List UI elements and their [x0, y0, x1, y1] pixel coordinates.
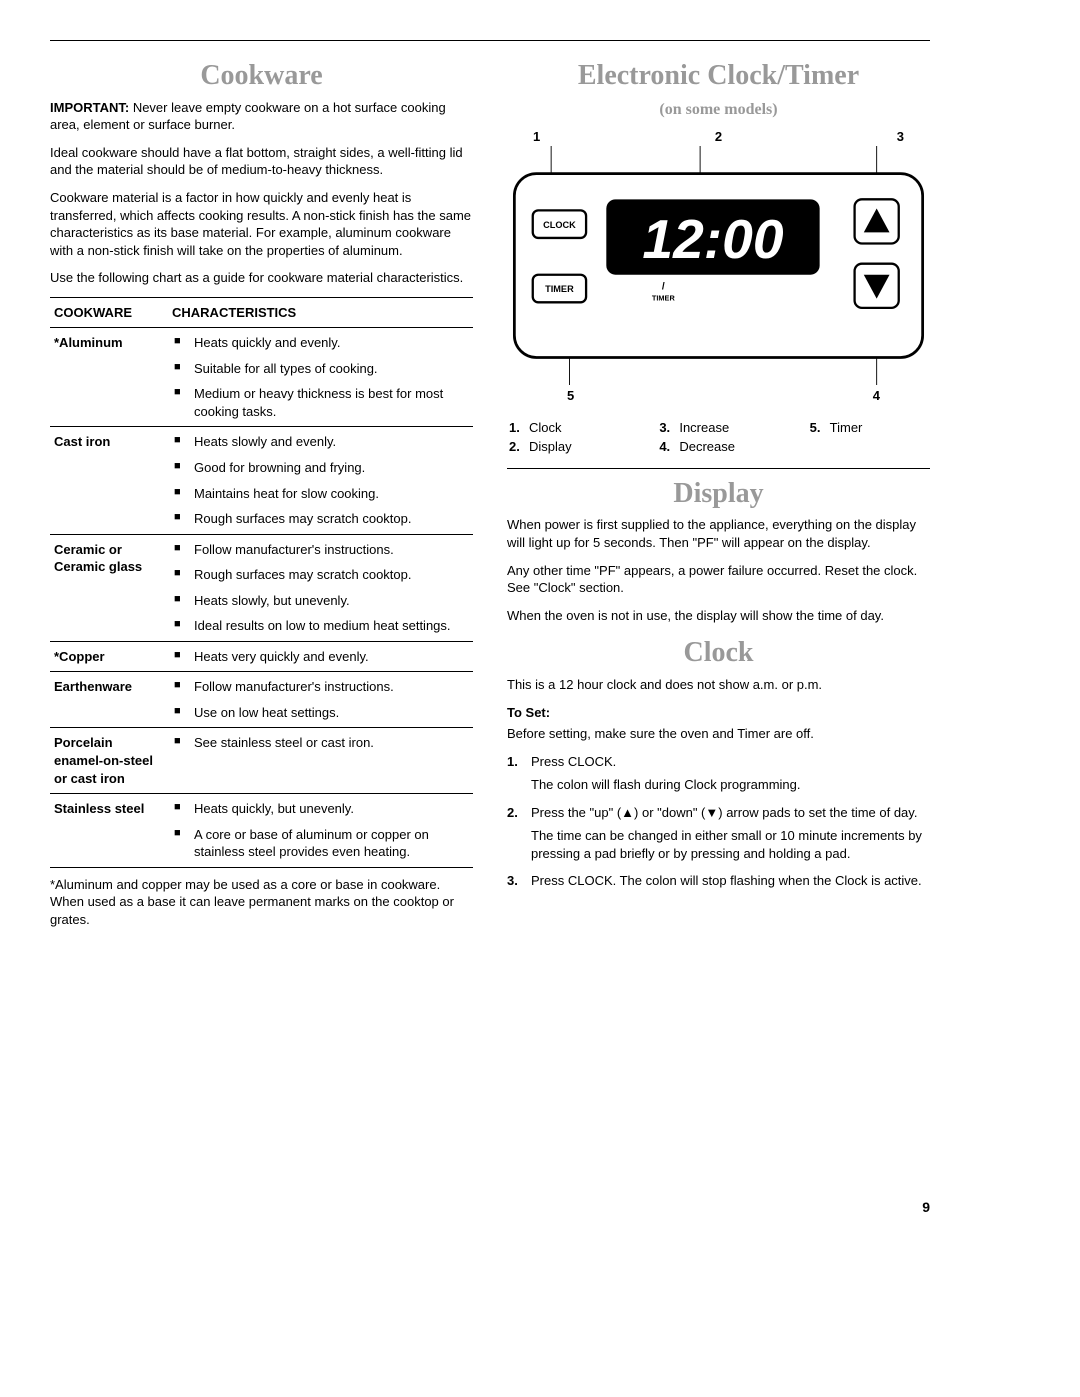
page: Cookware IMPORTANT: Never leave empty co…	[50, 40, 930, 938]
table-footnote: *Aluminum and copper may be used as a co…	[50, 876, 473, 929]
characteristic-item: Heats quickly, but unevenly.	[172, 800, 469, 826]
panel-svg: CLOCK TIMER 12:00 / TIMER	[507, 146, 930, 385]
display-p1: When power is first supplied to the appl…	[507, 516, 930, 551]
characteristic-item: Heats slowly and evenly.	[172, 433, 469, 459]
characteristics-cell: Heats quickly, but unevenly.A core or ba…	[168, 794, 473, 868]
characteristic-item: Medium or heavy thickness is best for mo…	[172, 385, 469, 420]
characteristic-item: Follow manufacturer's instructions.	[172, 541, 469, 567]
characteristics-cell: Follow manufacturer's instructions.Rough…	[168, 534, 473, 641]
callout-4: 4	[873, 387, 880, 405]
time-display: 12:00	[642, 208, 783, 270]
col-header-cookware: COOKWARE	[50, 297, 168, 328]
characteristics-cell: Heats slowly and evenly.Good for brownin…	[168, 427, 473, 534]
material-para: Cookware material is a factor in how qui…	[50, 189, 473, 259]
callout-3: 3	[897, 128, 904, 146]
clocktimer-title: Electronic Clock/Timer	[507, 57, 930, 95]
callout-1: 1	[533, 128, 540, 146]
to-set-heading: To Set:	[507, 704, 930, 722]
display-p3: When the oven is not in use, the display…	[507, 607, 930, 625]
step-line: Press CLOCK. The colon will stop flashin…	[531, 872, 922, 890]
callouts-bottom: 5 4	[507, 387, 930, 405]
display-title: Display	[507, 475, 930, 513]
important-label: IMPORTANT:	[50, 100, 129, 115]
diagram-legend: 1.Clock 2.Display 3.Increase 4.Decrease …	[509, 419, 930, 458]
material-cell: Earthenware	[50, 672, 168, 728]
step-line: Press CLOCK.	[531, 753, 801, 771]
characteristic-item: Good for browning and frying.	[172, 459, 469, 485]
divider	[507, 468, 930, 469]
timer-button-label: TIMER	[545, 284, 574, 294]
step-line: The colon will flash during Clock progra…	[531, 776, 801, 794]
callouts-top: 1 2 3	[507, 128, 930, 146]
characteristic-item: Heats slowly, but unevenly.	[172, 592, 469, 618]
characteristic-item: Heats very quickly and evenly.	[172, 648, 469, 666]
characteristics-cell: See stainless steel or cast iron.	[168, 728, 473, 794]
step-item: 3. Press CLOCK. The colon will stop flash…	[507, 872, 930, 890]
material-cell: Cast iron	[50, 427, 168, 534]
cookware-title: Cookware	[50, 57, 473, 95]
table-row: Cast ironHeats slowly and evenly.Good fo…	[50, 427, 473, 534]
table-row: *CopperHeats very quickly and evenly.	[50, 641, 473, 672]
characteristic-item: Rough surfaces may scratch cooktop.	[172, 566, 469, 592]
table-header-row: COOKWARE CHARACTERISTICS	[50, 297, 473, 328]
display-p2: Any other time "PF" appears, a power fai…	[507, 562, 930, 597]
material-cell: Stainless steel	[50, 794, 168, 868]
material-cell: *Aluminum	[50, 328, 168, 427]
page-number: 9	[50, 1198, 930, 1217]
characteristic-item: Maintains heat for slow cooking.	[172, 485, 469, 511]
step-body: Press CLOCK. The colon will flash during …	[531, 753, 801, 794]
table-row: Stainless steelHeats quickly, but uneven…	[50, 794, 473, 868]
material-cell: *Copper	[50, 641, 168, 672]
material-cell: Ceramic or Ceramic glass	[50, 534, 168, 641]
under-timer-label: TIMER	[652, 293, 676, 302]
ideal-para: Ideal cookware should have a flat bottom…	[50, 144, 473, 179]
characteristics-cell: Heats very quickly and evenly.	[168, 641, 473, 672]
slash-label: /	[662, 281, 665, 292]
col-header-characteristics: CHARACTERISTICS	[168, 297, 473, 328]
characteristics-cell: Heats quickly and evenly.Suitable for al…	[168, 328, 473, 427]
clock-p1: This is a 12 hour clock and does not sho…	[507, 676, 930, 694]
step-number: 3.	[507, 872, 523, 890]
important-para: IMPORTANT: Never leave empty cookware on…	[50, 99, 473, 134]
step-item: 1. Press CLOCK. The colon will flash durin…	[507, 753, 930, 794]
characteristic-item: See stainless steel or cast iron.	[172, 734, 469, 752]
step-body: Press the "up" (▲) or "down" (▼) arrow p…	[531, 804, 930, 863]
characteristic-item: Ideal results on low to medium heat sett…	[172, 617, 469, 635]
cookware-table: COOKWARE CHARACTERISTICS *AluminumHeats …	[50, 297, 473, 868]
chart-intro: Use the following chart as a guide for c…	[50, 269, 473, 287]
table-row: Porcelain enamel-on-steel or cast ironSe…	[50, 728, 473, 794]
step-line: Press the "up" (▲) or "down" (▼) arrow p…	[531, 804, 930, 822]
characteristic-item: Use on low heat settings.	[172, 704, 469, 722]
clock-title: Clock	[507, 634, 930, 672]
to-set-intro: Before setting, make sure the oven and T…	[507, 725, 930, 743]
clock-steps: 1. Press CLOCK. The colon will flash durin…	[507, 753, 930, 890]
step-number: 2.	[507, 804, 523, 863]
left-column: Cookware IMPORTANT: Never leave empty co…	[50, 51, 473, 938]
clock-button-label: CLOCK	[543, 220, 576, 230]
right-column: Electronic Clock/Timer (on some models) …	[507, 51, 930, 938]
characteristics-cell: Follow manufacturer's instructions.Use o…	[168, 672, 473, 728]
step-body: Press CLOCK. The colon will stop flashin…	[531, 872, 922, 890]
characteristic-item: Rough surfaces may scratch cooktop.	[172, 510, 469, 528]
clocktimer-subtitle: (on some models)	[507, 99, 930, 121]
characteristic-item: Follow manufacturer's instructions.	[172, 678, 469, 704]
table-row: Ceramic or Ceramic glassFollow manufactu…	[50, 534, 473, 641]
control-panel-diagram: 1 2 3 CLOCK TIMER	[507, 128, 930, 404]
callout-5: 5	[567, 387, 574, 405]
step-number: 1.	[507, 753, 523, 794]
callout-2: 2	[715, 128, 722, 146]
table-row: *AluminumHeats quickly and evenly.Suitab…	[50, 328, 473, 427]
material-cell: Porcelain enamel-on-steel or cast iron	[50, 728, 168, 794]
step-line: The time can be changed in either small …	[531, 827, 930, 862]
characteristic-item: Heats quickly and evenly.	[172, 334, 469, 360]
step-item: 2. Press the "up" (▲) or "down" (▼) arrow…	[507, 804, 930, 863]
characteristic-item: A core or base of aluminum or copper on …	[172, 826, 469, 861]
characteristic-item: Suitable for all types of cooking.	[172, 360, 469, 386]
table-row: EarthenwareFollow manufacturer's instruc…	[50, 672, 473, 728]
